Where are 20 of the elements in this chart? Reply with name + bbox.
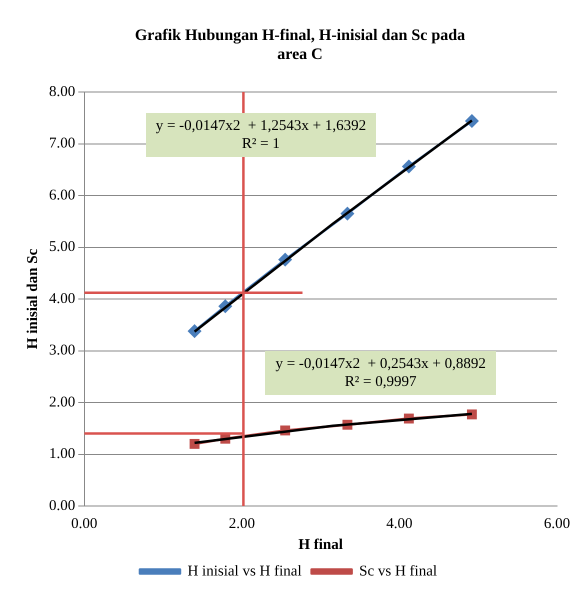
x-tick-label: 2.00 bbox=[228, 516, 255, 532]
x-tick-label: 4.00 bbox=[386, 516, 413, 532]
legend-label: H inisial vs H final bbox=[187, 563, 302, 580]
y-tick-label: 3.00 bbox=[49, 342, 76, 359]
legend-label: Sc vs H final bbox=[359, 563, 438, 580]
annotation: y = -0,0147x2 + 1,2543x + 1,6392 R² = 1 bbox=[146, 112, 376, 157]
y-tick-label: 5.00 bbox=[49, 239, 76, 256]
chart-title: Grafik Hubungan H-final, H-inisial dan Sc pada area C bbox=[134, 26, 466, 64]
y-tick-label: 7.00 bbox=[49, 136, 76, 152]
annotation: y = -0,0147x2 + 0,2543x + 0,8892 R² = 0,9997 bbox=[265, 350, 496, 395]
y-tick-label: 8.00 bbox=[49, 84, 76, 100]
y-tick-label: 1.00 bbox=[49, 446, 76, 462]
y-tick-label: 6.00 bbox=[49, 187, 76, 204]
y-tick-label: 4.00 bbox=[49, 290, 76, 307]
y-axis-title: H inisial dan Sc bbox=[24, 248, 41, 350]
x-tick-label: 0.00 bbox=[71, 516, 98, 532]
x-tick-label: 6.00 bbox=[544, 516, 570, 532]
y-tick-label: 2.00 bbox=[49, 394, 76, 410]
y-tick-label: 0.00 bbox=[49, 498, 76, 514]
x-axis-title: H final bbox=[298, 536, 343, 553]
